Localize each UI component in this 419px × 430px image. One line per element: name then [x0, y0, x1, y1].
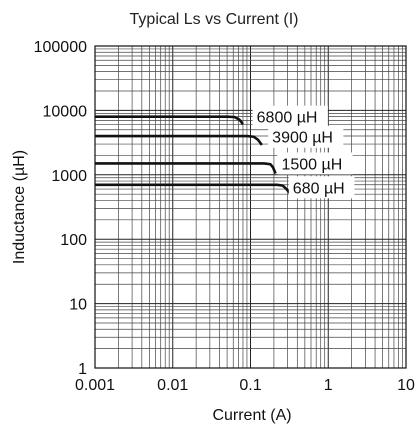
y-tick-labels: 1 10 100 1000 10000 100000 [34, 39, 87, 378]
y-tick-label: 10000 [43, 103, 88, 120]
y-tick-label: 100000 [34, 39, 87, 56]
series-label-background [252, 105, 328, 128]
x-tick-labels: 0.001 0.01 0.1 1 10 [75, 377, 415, 394]
series-label-background [288, 176, 355, 199]
series-label-background [268, 125, 344, 148]
x-tick-label: 10 [397, 377, 415, 394]
series-line-1 [95, 115, 245, 126]
series-line-4 [95, 183, 291, 194]
x-tick-label: 0.1 [239, 377, 261, 394]
grid [94, 45, 407, 369]
y-tick-label: 1 [78, 361, 87, 378]
y-tick-label: 1000 [51, 168, 87, 185]
x-tick-label: 0.01 [157, 377, 188, 394]
x-axis-label: Current (A) [212, 407, 291, 424]
series-label-2: 3900 µH [272, 130, 333, 147]
series-line-3 [95, 162, 277, 174]
x-tick-label: 0.001 [75, 377, 115, 394]
y-tick-label: 10 [69, 297, 87, 314]
y-tick-label: 100 [60, 232, 87, 249]
chart-title: Typical Ls vs Current (I) [130, 11, 299, 28]
x-tick-label: 1 [324, 377, 333, 394]
series-labels: 6800 µH 3900 µH 1500 µH 680 µH [252, 105, 355, 199]
series-label-background [277, 152, 353, 175]
plot-frame [94, 45, 407, 369]
series-line-2 [95, 134, 263, 146]
series-label-1: 6800 µH [257, 110, 318, 127]
series-label-3: 1500 µH [281, 156, 342, 173]
series-label-4: 680 µH [293, 180, 345, 197]
y-axis-label: Inductance (µH) [11, 150, 28, 264]
series-curves [95, 115, 291, 194]
